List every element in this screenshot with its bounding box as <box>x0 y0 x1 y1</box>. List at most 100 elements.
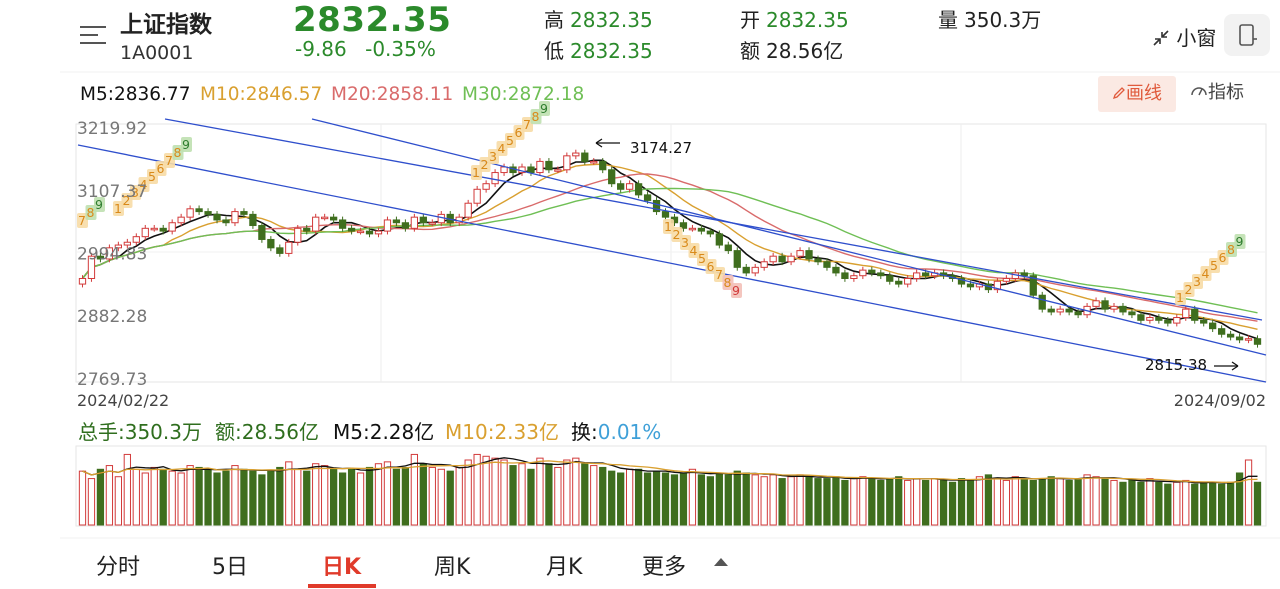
td-count-label: 4 <box>140 177 148 192</box>
candle-down <box>877 272 885 277</box>
volume-bar-up <box>168 470 176 526</box>
candle-up <box>1056 308 1064 313</box>
phone-view-button[interactable] <box>1224 14 1270 56</box>
td-count-label: 2 <box>481 157 489 172</box>
candle-up <box>356 230 365 234</box>
volume-bar-down <box>886 478 894 526</box>
tab-more[interactable]: 更多 <box>642 555 687 580</box>
ma10-line <box>81 163 1258 330</box>
candle-down <box>365 230 374 235</box>
candle-down <box>401 222 410 229</box>
tab-intraday[interactable]: 分时 <box>96 555 141 580</box>
candle-down <box>1128 311 1136 316</box>
td-count-label: 4 <box>690 243 698 258</box>
candle-up <box>760 261 768 268</box>
td-count-badge <box>522 117 533 132</box>
volume-bar-down <box>392 468 401 526</box>
td-count-label: 9 <box>732 283 740 298</box>
candle-up <box>1092 300 1100 307</box>
amount-stat: 额 28.56亿 <box>740 35 843 64</box>
candle-down <box>222 219 230 224</box>
td-count-label: 9 <box>182 137 190 152</box>
tab-monthly-k[interactable]: 月K <box>546 555 583 580</box>
volume-bar-down <box>159 468 167 526</box>
volume-bar-up <box>473 453 481 526</box>
moving-average-lines <box>81 159 1258 340</box>
tab-5day[interactable]: 5日 <box>212 555 248 580</box>
arrow-right-head <box>1231 361 1239 371</box>
candle-down <box>240 211 248 215</box>
volume-bar-down <box>446 470 454 526</box>
volume-panel-frame <box>75 445 1267 527</box>
open-value: 2832.35 <box>766 8 849 32</box>
td-count-label: 9 <box>1236 234 1244 249</box>
candle-up <box>554 169 562 172</box>
volume-bar-down <box>267 470 275 526</box>
more-arrow-icon[interactable] <box>714 558 728 566</box>
candle-down <box>921 272 930 277</box>
volume-bar-up <box>231 465 239 526</box>
candle-up <box>993 280 1002 291</box>
candle-down <box>1119 305 1127 313</box>
volume-bar-up <box>374 463 383 526</box>
gauge-icon <box>1191 87 1207 96</box>
open-stat: 开 2832.35 <box>740 4 849 33</box>
volume-bar-up <box>78 470 87 526</box>
indicator-button[interactable]: 指标 <box>1190 78 1244 104</box>
td-count-label: 3 <box>681 235 689 250</box>
td-count-label: 6 <box>157 161 165 176</box>
volume-bar-down <box>1074 478 1082 526</box>
low-annotation: 2815.38 <box>1145 356 1207 374</box>
td-count-label: 5 <box>1210 258 1218 273</box>
candle-down <box>96 255 105 260</box>
candle-down <box>1209 322 1217 330</box>
volume-bar-down <box>948 481 957 526</box>
volume-bar-down <box>276 466 284 526</box>
volume-bar-up <box>760 476 768 526</box>
candle-down <box>1226 333 1235 338</box>
td-count-badge <box>680 235 691 250</box>
td-count-badge <box>1200 266 1212 281</box>
shrink-arrows-icon <box>1153 30 1169 46</box>
open-label: 开 <box>740 8 760 32</box>
candle-down <box>715 233 723 246</box>
volume-bar-up <box>993 478 1002 526</box>
candle-down <box>1164 319 1172 324</box>
td-count-badge <box>164 153 175 168</box>
small-window-button[interactable]: 小窗 <box>1152 22 1216 51</box>
tab-daily-k[interactable]: 日K <box>322 555 362 580</box>
volume-bar-up <box>1056 478 1064 526</box>
candle-up <box>859 269 867 277</box>
candle-up <box>374 230 383 235</box>
td-count-label: 3 <box>131 185 139 200</box>
candle-down <box>1038 294 1046 310</box>
volume-bar-down <box>805 476 813 526</box>
volume-bar-up <box>859 476 867 526</box>
tab-weekly-k[interactable]: 周K <box>434 555 471 580</box>
volume-bar-down <box>545 463 553 526</box>
td-count-label: 1 <box>472 165 480 180</box>
volume-bar-up <box>913 478 921 526</box>
volume-bar-up <box>787 476 795 526</box>
draw-line-button[interactable]: 画线 <box>1098 76 1176 112</box>
menu-icon[interactable] <box>80 24 108 46</box>
turnover-legend: 换:0.01% <box>571 416 661 445</box>
candle-down <box>1047 308 1055 313</box>
candle-down <box>697 227 706 232</box>
channel-line <box>77 144 1267 383</box>
td-count-badge <box>181 137 192 152</box>
candle-up <box>410 216 419 229</box>
volume-bar-up <box>455 466 463 526</box>
volume-bar-up <box>518 463 526 526</box>
candle-down <box>159 227 167 232</box>
td-count-label: 3 <box>1193 274 1201 289</box>
volume-bar-up <box>186 465 194 526</box>
td-count-badge <box>1192 274 1203 289</box>
volume-bar-down <box>1155 481 1163 526</box>
candle-up <box>464 202 472 218</box>
volume-bar-down <box>697 474 706 526</box>
candle-down <box>392 219 401 224</box>
candle-up <box>625 183 634 190</box>
current-price: 2832.35 <box>293 0 452 40</box>
